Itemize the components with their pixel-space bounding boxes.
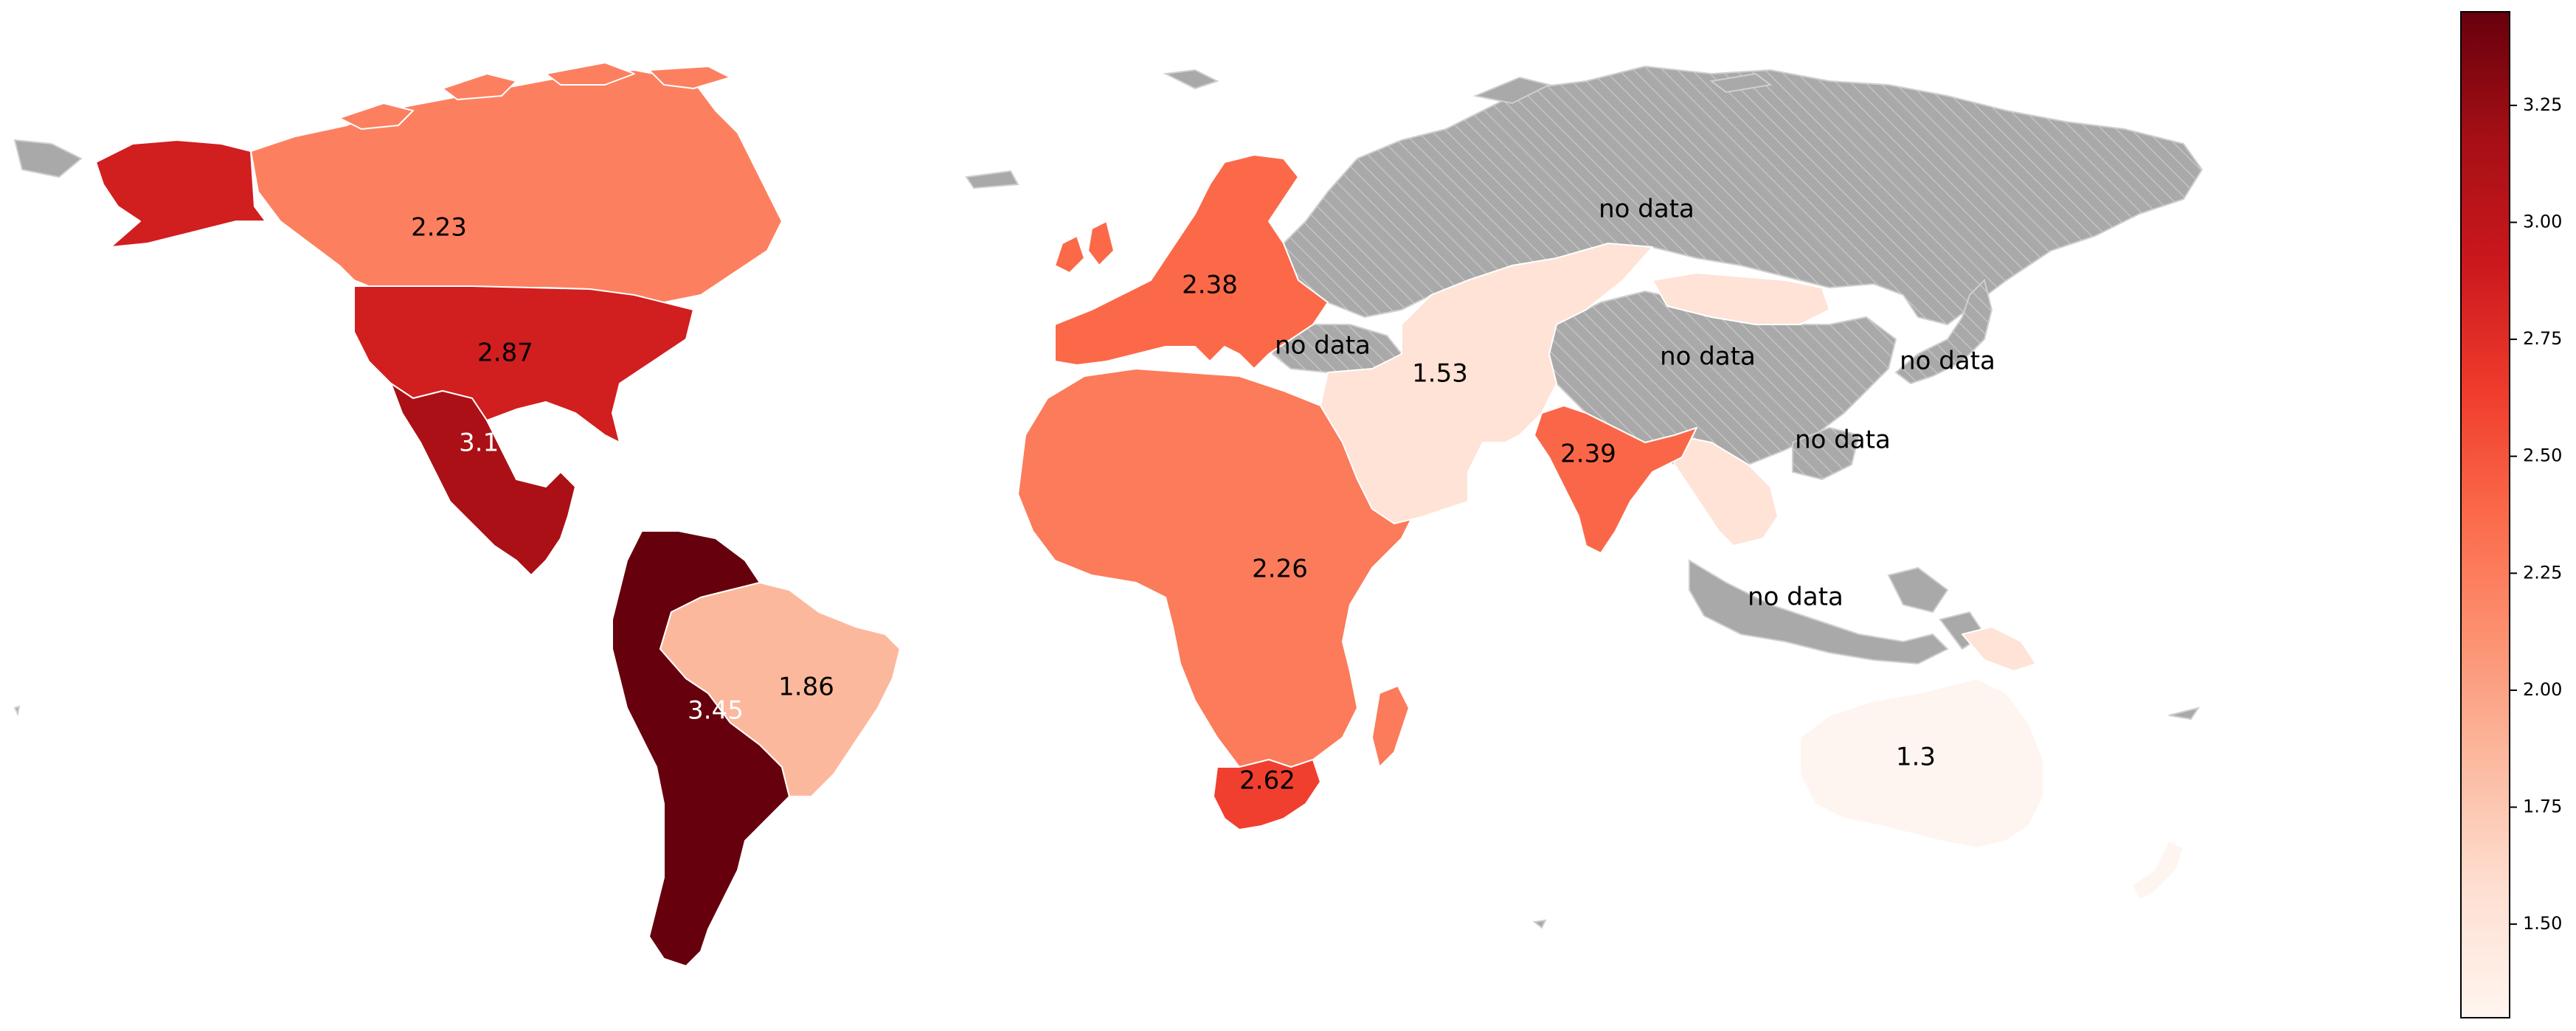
colorbar-tick-label: 3.25 (2523, 94, 2562, 115)
region-australia (1799, 678, 2044, 849)
label-japan: no data (1900, 347, 1995, 376)
region-japan (1894, 279, 1993, 385)
colorbar-gradient (2460, 11, 2510, 1018)
region-labels: 2.23 2.87 3.14 3.45 1.86 2.38 2.26 2.62 … (411, 195, 1995, 796)
colorbar-tick-label: 1.75 (2523, 796, 2562, 817)
region-canada-arctic (339, 62, 731, 130)
region-africa (1017, 368, 1417, 768)
region-southeast-asia (1689, 559, 1986, 665)
region-canada (250, 69, 783, 303)
label-brazil: 1.86 (778, 673, 834, 702)
colorbar: 1.50 1.75 2.00 2.25 2.50 2.75 3.00 3.25 (2460, 11, 2562, 1018)
label-usa: 2.87 (477, 339, 533, 368)
region-south-africa (1213, 759, 1321, 830)
label-east-asia: no data (1795, 426, 1891, 455)
label-russia: no data (1599, 195, 1694, 224)
colorbar-tick-label: 3.00 (2523, 211, 2562, 232)
colorbar-tick-label: 2.25 (2523, 562, 2562, 583)
label-australia: 1.3 (1896, 743, 1936, 772)
colorbar-tick-label: 1.50 (2523, 913, 2562, 934)
colorbar-tick-label: 2.00 (2523, 679, 2562, 700)
region-madagascar (1371, 685, 1410, 768)
region-mexico-central-america (390, 383, 576, 576)
region-mongolia (1652, 272, 1830, 325)
region-europe (1054, 154, 1329, 369)
label-mexico: 3.14 (459, 428, 515, 458)
label-europe: 2.38 (1182, 271, 1238, 300)
label-south-america: 3.45 (688, 696, 744, 726)
region-arctic-islands (1163, 69, 1773, 105)
region-india (1534, 405, 1697, 554)
label-turkey: no data (1275, 331, 1371, 361)
region-southeast-asia-mainland (1674, 434, 1779, 546)
label-southeast-asia: no data (1748, 583, 1843, 612)
label-india: 2.39 (1560, 440, 1616, 469)
label-africa: 2.26 (1252, 555, 1308, 584)
label-middle-east: 1.53 (1412, 359, 1468, 389)
region-east-asia (1792, 426, 1860, 481)
region-alaska (95, 139, 266, 248)
colorbar-tick-label: 2.75 (2523, 328, 2562, 349)
region-middle-east-central-asia (1320, 243, 1653, 524)
label-canada: 2.23 (411, 213, 467, 243)
label-south-africa: 2.62 (1239, 766, 1295, 796)
colorbar-tick-label: 2.50 (2523, 445, 2562, 466)
label-china: no data (1660, 342, 1756, 372)
region-papua (1962, 626, 2037, 672)
region-small-islands (13, 170, 2201, 929)
data-regions (95, 62, 2184, 967)
region-new-zealand (2131, 840, 2184, 900)
region-uk-ireland (1054, 221, 1115, 274)
colorbar-ticks: 1.50 1.75 2.00 2.25 2.50 2.75 3.00 3.25 (2510, 94, 2562, 934)
region-alaska-west-island (13, 139, 83, 178)
region-brazil (659, 582, 901, 797)
